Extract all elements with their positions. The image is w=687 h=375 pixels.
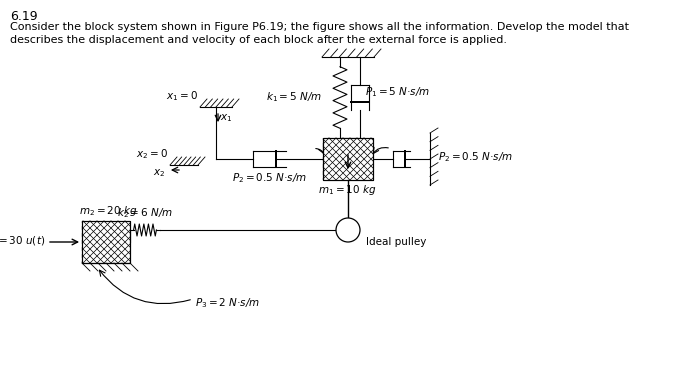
Circle shape — [336, 218, 360, 242]
Text: describes the displacement and velocity of each block after the external force i: describes the displacement and velocity … — [10, 35, 507, 45]
Bar — [82, 221, 130, 263]
Text: $m_1 = 10$ kg: $m_1 = 10$ kg — [318, 183, 376, 197]
Bar — [82, 221, 130, 263]
Bar — [82, 221, 130, 263]
Text: $P_1 = 5$ N·s/m: $P_1 = 5$ N·s/m — [365, 86, 430, 99]
Bar — [323, 138, 373, 180]
Text: Consider the block system shown in Figure P6.19; the figure shows all the inform: Consider the block system shown in Figur… — [10, 22, 629, 32]
Text: 6.19: 6.19 — [10, 10, 38, 23]
Text: $x_1$: $x_1$ — [220, 112, 232, 124]
Text: $x_1 = 0$: $x_1 = 0$ — [166, 89, 198, 103]
Text: $f_A(t) = 30\ u(t)$: $f_A(t) = 30\ u(t)$ — [0, 234, 45, 248]
Text: $m_2 = 20$ kg: $m_2 = 20$ kg — [79, 204, 137, 218]
Bar — [323, 138, 373, 180]
Text: $x_2$: $x_2$ — [153, 167, 165, 179]
Text: $x_2 = 0$: $x_2 = 0$ — [136, 147, 168, 161]
Text: Ideal pulley: Ideal pulley — [366, 237, 427, 247]
Bar — [323, 138, 373, 180]
Text: $k_2 = 6$ N/m: $k_2 = 6$ N/m — [117, 206, 173, 220]
Text: $k_1 = 5$ N/m: $k_1 = 5$ N/m — [266, 91, 322, 104]
Text: $P_3 = 2$ N·s/m: $P_3 = 2$ N·s/m — [195, 296, 260, 310]
Text: $P_2 = 0.5$ N·s/m: $P_2 = 0.5$ N·s/m — [232, 171, 307, 185]
Text: $P_2 = 0.5$ N·s/m: $P_2 = 0.5$ N·s/m — [438, 150, 513, 164]
